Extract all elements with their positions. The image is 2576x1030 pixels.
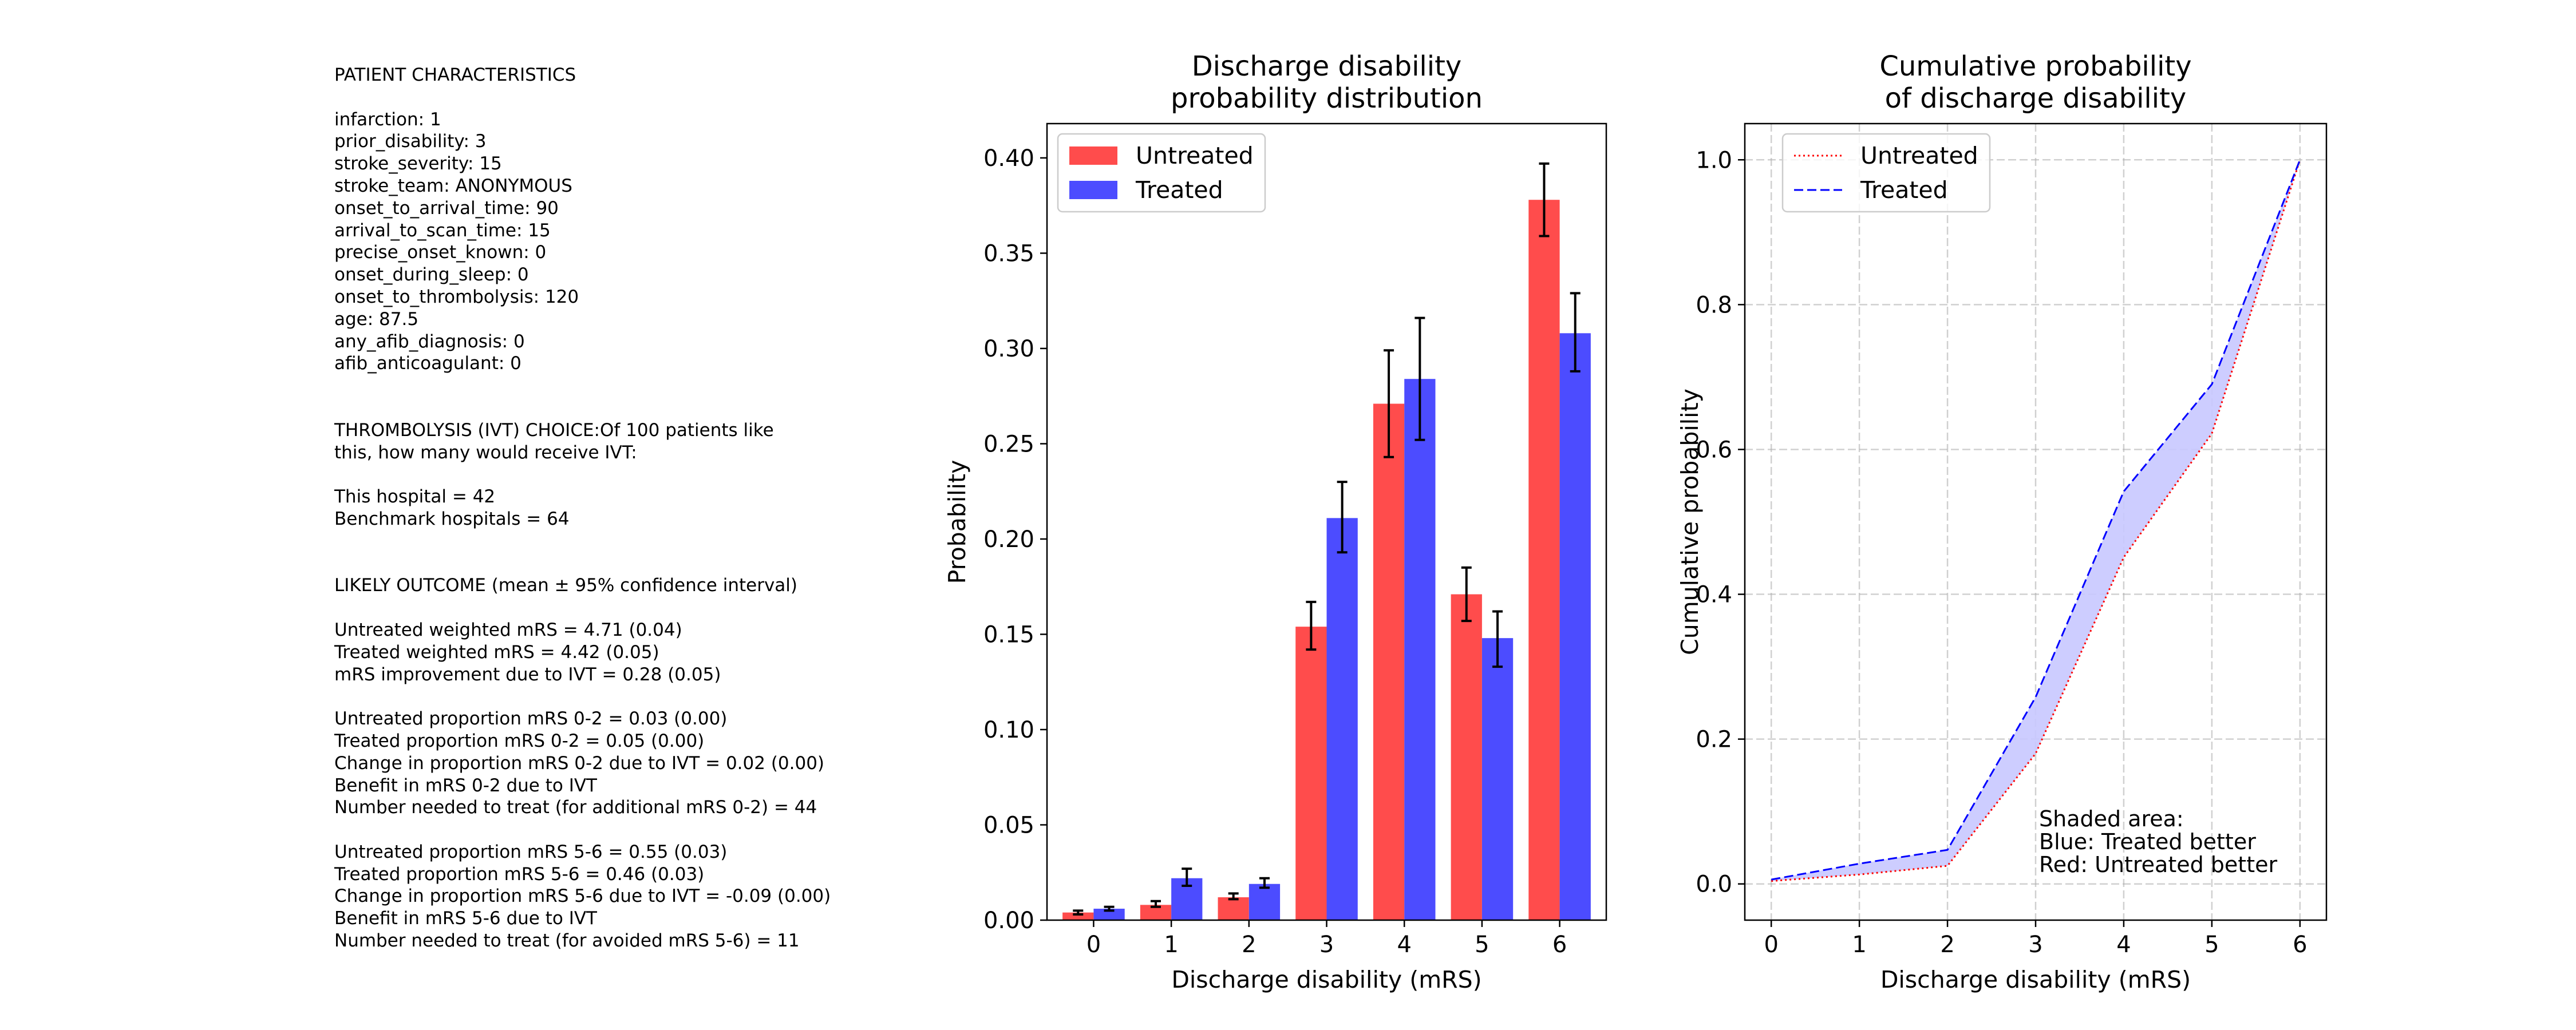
bar (1218, 897, 1249, 920)
summary-line: onset_to_thrombolysis: 120 (334, 286, 579, 307)
y-tick-label: 0.25 (983, 431, 1034, 457)
x-tick-label: 2 (1242, 932, 1256, 958)
chart-title: probability distribution (1171, 82, 1483, 114)
y-tick-label: 0.10 (983, 717, 1034, 743)
summary-line: Number needed to treat (for avoided mRS … (334, 930, 800, 952)
summary-line: precise_onset_known: 0 (334, 242, 547, 263)
chart-title: Discharge disability (1192, 50, 1462, 82)
x-tick-label: 5 (2204, 932, 2219, 958)
summary-line: afib_anticoagulant: 0 (334, 353, 521, 374)
summary-line: Benefit in mRS 0-2 due to IVT (334, 775, 597, 796)
summary-line: Untreated proportion mRS 0-2 = 0.03 (0.0… (334, 708, 728, 730)
y-tick-label: 0.30 (983, 336, 1034, 362)
y-tick-label: 0.20 (983, 526, 1034, 553)
summary-line: this, how many would receive IVT: (334, 442, 637, 463)
annotation-text: Shaded area: (2039, 806, 2184, 831)
x-tick-label: 3 (2028, 932, 2042, 958)
y-tick-label: 0.2 (1696, 727, 1732, 753)
x-tick-label: 1 (1852, 932, 1866, 958)
bar (1295, 627, 1327, 920)
summary-line: Treated proportion mRS 5-6 = 0.46 (0.03) (334, 863, 705, 885)
x-tick-label: 2 (1940, 932, 1954, 958)
legend-box (1781, 133, 1991, 213)
summary-line: Untreated proportion mRS 5-6 = 0.55 (0.0… (334, 841, 728, 862)
legend-label: Treated (1860, 176, 1948, 204)
legend-swatch (1069, 146, 1117, 165)
x-tick-label: 1 (1164, 932, 1178, 958)
x-tick-label: 0 (1086, 932, 1101, 958)
summary-line: Benefit in mRS 5-6 due to IVT (334, 908, 597, 929)
summary-line: Treated weighted mRS = 4.42 (0.05) (334, 641, 659, 663)
summary-line: This hospital = 42 (334, 486, 496, 508)
chart-title: of discharge disability (1885, 82, 2187, 114)
x-tick-label: 3 (1319, 932, 1334, 958)
annotation-text: Blue: Treated better (2039, 829, 2256, 854)
y-axis-label: Cumulative probability (1676, 389, 1704, 655)
legend-swatch (1069, 181, 1117, 199)
summary-line: age: 87.5 (334, 308, 419, 330)
summary-line: Change in proportion mRS 5-6 due to IVT … (334, 886, 831, 907)
y-tick-label: 0.40 (983, 145, 1034, 172)
bar (1093, 909, 1125, 920)
series-line (1771, 159, 2301, 881)
y-tick-label: 0.8 (1696, 292, 1732, 318)
patient-summary-text: PATIENT CHARACTERISTICS infarction: 1 pri… (334, 64, 964, 952)
summary-line: prior_disability: 3 (334, 131, 487, 152)
summary-line: stroke_severity: 15 (334, 153, 502, 175)
y-tick-label: 0.4 (1696, 582, 1732, 608)
shaded-area (1771, 160, 2300, 881)
summary-line: Untreated weighted mRS = 4.71 (0.04) (334, 619, 682, 640)
x-axis-label: Discharge disability (mRS) (1171, 966, 1481, 993)
summary-line: mRS improvement due to IVT = 0.28 (0.05) (334, 664, 721, 685)
summary-line: THROMBOLYSIS (IVT) CHOICE:Of 100 patient… (334, 419, 774, 441)
summary-line: onset_to_arrival_time: 90 (334, 197, 559, 219)
x-tick-label: 5 (1475, 932, 1489, 958)
x-tick-label: 4 (1397, 932, 1411, 958)
summary-line: Treated proportion mRS 0-2 = 0.05 (0.00) (334, 730, 705, 751)
x-tick-label: 4 (2116, 932, 2131, 958)
bar-chart: 0.00 0.05 0.10 0.15 0.20 0.25 0.30 0.35 0.40 0 1 2 3… (943, 50, 1607, 993)
cumulative-chart: 0.0 0.2 0.4 0.6 0.8 1.0 0 1 2 3 4 5 6 Discharge disab… (1676, 50, 2328, 993)
legend: Untreated Treated (1781, 133, 1991, 213)
summary-line: PATIENT CHARACTERISTICS (334, 65, 576, 85)
y-tick-label: 0.35 (983, 240, 1034, 267)
y-tick-label: 0.15 (983, 621, 1034, 648)
x-tick-label: 6 (1552, 932, 1567, 958)
x-tick-label: 6 (2293, 932, 2307, 958)
annotation-text: Red: Untreated better (2039, 852, 2277, 877)
series-line (1771, 159, 2301, 882)
legend-label: Treated (1135, 176, 1223, 204)
summary-line: arrival_to_scan_time: 15 (334, 220, 551, 241)
legend: Untreated Treated (1057, 133, 1266, 213)
summary-line: Change in proportion mRS 0-2 due to IVT … (334, 752, 825, 774)
bar (1451, 594, 1482, 920)
y-tick-label: 0.00 (983, 908, 1034, 934)
bar (1326, 518, 1358, 920)
x-tick-label: 0 (1764, 932, 1778, 958)
bar (1528, 200, 1560, 920)
chart-title: Cumulative probability (1879, 50, 2191, 82)
bar (1559, 333, 1591, 920)
summary-line: any_afib_diagnosis: 0 (334, 331, 525, 352)
bar (1249, 884, 1281, 920)
summary-line: infarction: 1 (334, 109, 441, 130)
bar (1481, 638, 1514, 920)
y-tick-label: 1.0 (1696, 147, 1732, 173)
bar (1404, 379, 1436, 920)
y-tick-label: 0.05 (983, 812, 1034, 838)
y-tick-label: 0.6 (1696, 437, 1732, 463)
summary-line: stroke_team: ANONYMOUS (334, 175, 572, 196)
legend-label: Untreated (1136, 142, 1254, 169)
legend-label: Untreated (1860, 142, 1978, 169)
bar (1062, 912, 1094, 920)
summary-line: LIKELY OUTCOME (mean ± 95% confidence in… (334, 575, 797, 596)
y-tick-label: 0.0 (1696, 871, 1732, 898)
summary-line: Number needed to treat (for additional m… (334, 797, 817, 818)
summary-line: Benchmark hospitals = 64 (334, 508, 570, 529)
y-axis-label: Probability (943, 460, 971, 584)
x-axis-label: Discharge disability (mRS) (1880, 966, 2191, 993)
summary-line: onset_during_sleep: 0 (334, 264, 529, 286)
bar (1373, 403, 1405, 920)
